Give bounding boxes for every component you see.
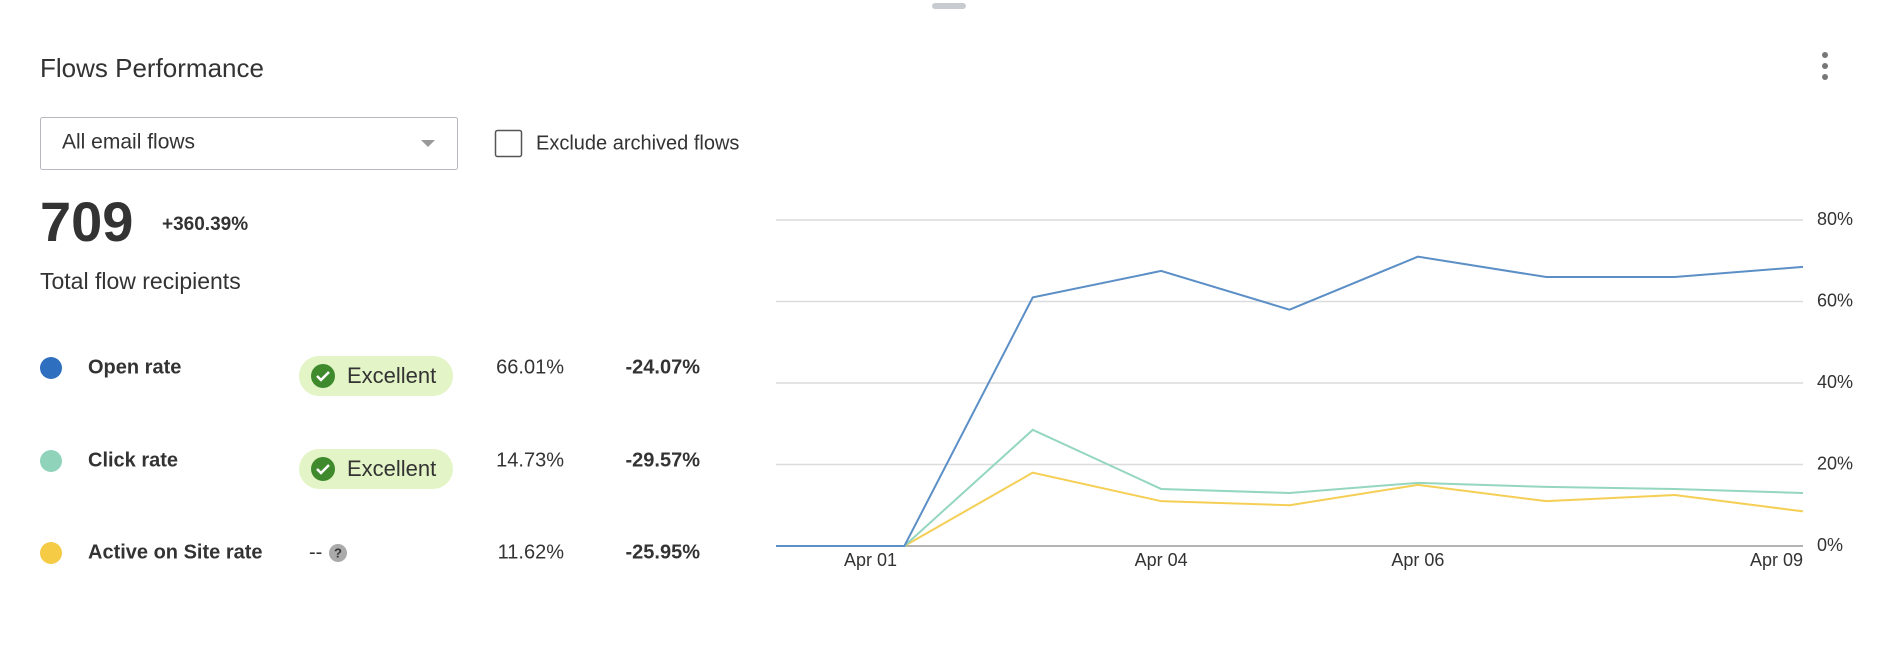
- series-line: [776, 428, 1804, 547]
- y-tick-label: 20%: [1817, 453, 1853, 473]
- badge: [299, 449, 453, 489]
- y-tick-label: 0%: [1817, 535, 1843, 555]
- metric-change: -25.95%: [626, 541, 701, 563]
- metric-name: Open rate: [88, 356, 181, 378]
- help-icon[interactable]: [329, 544, 347, 562]
- metric-dot: [40, 357, 62, 379]
- dropdown-text: All email flows: [62, 131, 195, 154]
- badge-icon: [311, 364, 335, 388]
- badge-check: [316, 371, 330, 382]
- x-tick-label: Apr 09: [1750, 550, 1803, 570]
- metric-dot: [40, 542, 62, 564]
- drag-handle[interactable]: [932, 3, 966, 9]
- card-title: Flows Performance: [40, 53, 264, 83]
- metric-name: Click rate: [88, 449, 178, 471]
- more-menu[interactable]: [1822, 52, 1828, 80]
- metric-value: 66.01%: [496, 356, 564, 378]
- chart: 0% 20% 40% 60% 80% Apr 01 Apr 04 Apr 06 Apr 09: [776, 209, 1853, 570]
- x-tick-label: Apr 04: [1135, 550, 1188, 570]
- badge-text: --: [309, 541, 322, 563]
- menu-dot: [1822, 63, 1828, 69]
- dropdown-arrow: [421, 140, 435, 147]
- metric-value: 14.73%: [496, 449, 564, 471]
- total-change: +360.39%: [162, 214, 248, 235]
- badge-check: [316, 464, 330, 475]
- dropdown[interactable]: All email flows: [40, 117, 458, 170]
- y-tick-label: 80%: [1817, 209, 1853, 229]
- total-label: Total flow recipients: [40, 268, 241, 294]
- series-line: [776, 255, 1804, 547]
- metric-change: -24.07%: [626, 356, 701, 378]
- checkbox-label: Exclude archived flows: [536, 132, 739, 154]
- menu-dot: [1822, 52, 1828, 58]
- y-tick-label: 40%: [1817, 372, 1853, 392]
- total-value: 709: [40, 190, 133, 253]
- x-tick-label: Apr 01: [844, 550, 897, 570]
- y-tick-label: 60%: [1817, 290, 1853, 310]
- metric-value: 11.62%: [498, 541, 565, 563]
- badge-text: Excellent: [347, 363, 436, 388]
- series-line: [776, 471, 1804, 547]
- x-tick-label: Apr 06: [1391, 550, 1444, 570]
- checkbox[interactable]: Exclude archived flows: [494, 129, 740, 158]
- dropdown-box: [40, 117, 458, 170]
- help-mark: ?: [334, 545, 342, 560]
- checkbox-box: [494, 129, 523, 158]
- badge-text: Excellent: [347, 456, 436, 481]
- badge: [299, 356, 453, 396]
- menu-dot: [1822, 74, 1828, 80]
- badge-icon: [311, 457, 335, 481]
- metric-change: -29.57%: [626, 449, 701, 471]
- metrics-list: Open rate Excellent 66.01% -24.07% Click rat…: [40, 356, 700, 564]
- metric-dot: [40, 450, 62, 472]
- metric-name: Active on Site rate: [88, 541, 263, 563]
